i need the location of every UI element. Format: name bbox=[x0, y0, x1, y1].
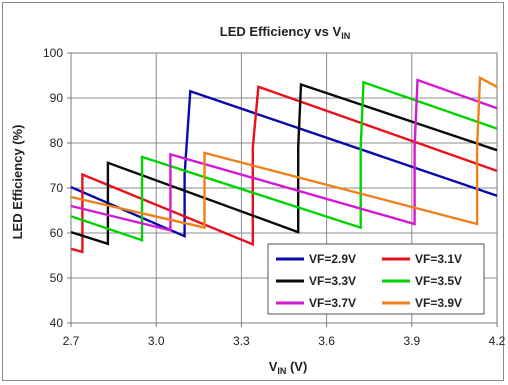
series-line-3 bbox=[70, 82, 498, 246]
series-line-2 bbox=[70, 85, 498, 254]
series-line-4 bbox=[70, 80, 498, 242]
y-axis-label: LED Efficiency (%) bbox=[10, 125, 25, 240]
y-tick-label: 90 bbox=[50, 91, 64, 105]
series-line-5 bbox=[70, 78, 498, 232]
x-tick-label: 3.9 bbox=[403, 334, 420, 348]
series-line-6 bbox=[70, 75, 498, 230]
y-tick-label: 60 bbox=[50, 226, 64, 240]
series-line-1 bbox=[70, 89, 498, 239]
chart-title: LED Efficiency vs VIN bbox=[220, 24, 350, 41]
y-tick-label: 40 bbox=[50, 316, 64, 330]
y-tick-label: 70 bbox=[50, 181, 64, 195]
x-tick-label: 3.0 bbox=[148, 334, 165, 348]
y-tick-label: 50 bbox=[50, 271, 64, 285]
legend-label: VF=3.5V bbox=[415, 274, 462, 288]
legend-label: VF=3.3V bbox=[309, 274, 356, 288]
x-axis-label: VIN (V) bbox=[269, 359, 308, 376]
legend: VF=2.9V VF=3.1V VF=3.3V VF=3.5V VF=3.7V VF=3.… bbox=[267, 243, 485, 315]
x-tick-label: 2.7 bbox=[63, 334, 80, 348]
legend-label: VF=2.9V bbox=[309, 252, 356, 266]
legend-label: VF=3.9V bbox=[415, 296, 462, 310]
series-lines bbox=[70, 75, 498, 254]
x-tick-label: 3.6 bbox=[318, 334, 335, 348]
tick-labels: 40 50 60 70 80 90 100 2.7 3.0 3.3 3.6 3.9 4.2 bbox=[43, 46, 506, 348]
x-tick-label: 4.2 bbox=[489, 334, 506, 348]
legend-label: VF=3.1V bbox=[415, 252, 462, 266]
y-tick-label: 80 bbox=[50, 136, 64, 150]
y-tick-label: 100 bbox=[43, 46, 63, 60]
legend-label: VF=3.7V bbox=[309, 296, 356, 310]
x-tick-label: 3.3 bbox=[233, 334, 250, 348]
